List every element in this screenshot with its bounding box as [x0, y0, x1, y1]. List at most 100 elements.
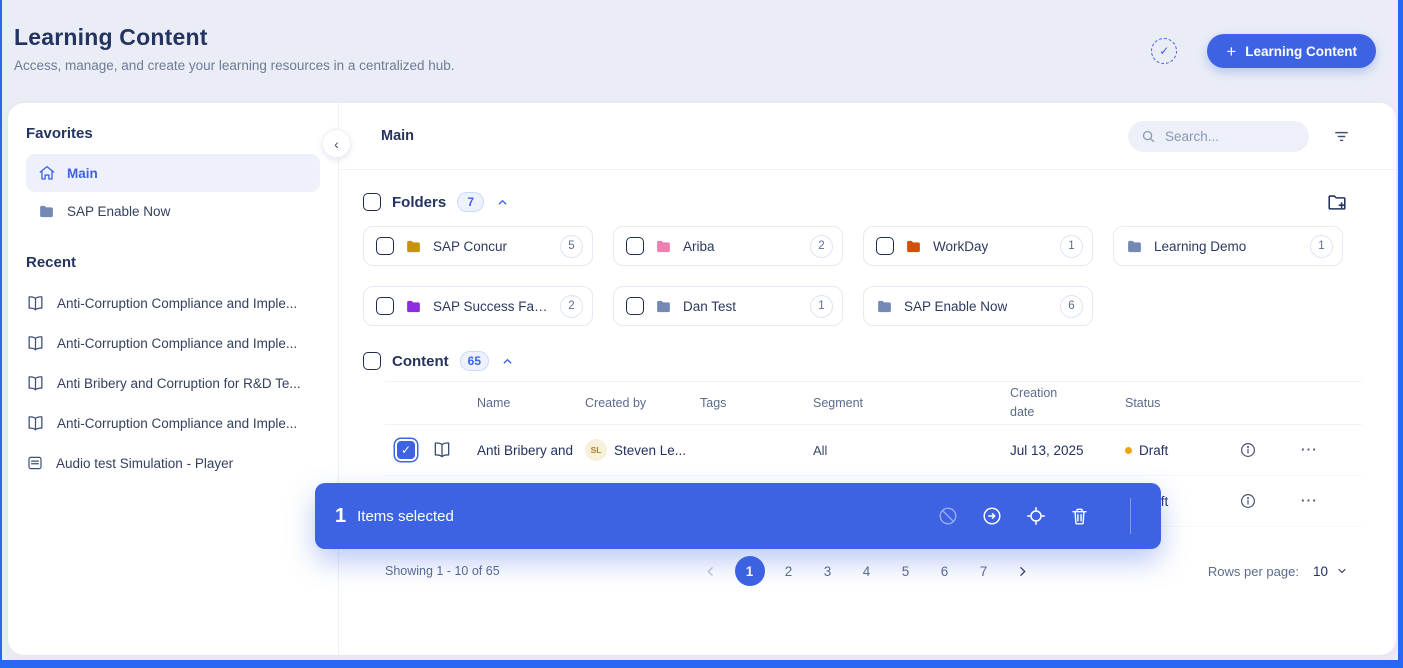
- move-to-icon[interactable]: [981, 505, 1003, 527]
- next-page-icon[interactable]: [1008, 556, 1038, 586]
- chevron-up-icon[interactable]: [502, 356, 513, 367]
- recent-item-label: Anti-Corruption Compliance and Imple...: [57, 335, 298, 351]
- block-icon[interactable]: [937, 505, 959, 527]
- folder-card-ariba[interactable]: Ariba 2: [613, 226, 843, 266]
- recent-item[interactable]: Audio test Simulation - Player: [26, 443, 320, 483]
- row-date: Jul 13, 2025: [1010, 442, 1084, 458]
- folders-title: Folders: [392, 193, 447, 211]
- row-checkbox[interactable]: ✓: [397, 441, 415, 459]
- recent-item-label: Anti-Corruption Compliance and Imple...: [57, 295, 298, 311]
- col-creation-date: Creation date: [1010, 386, 1058, 419]
- search-box[interactable]: [1128, 120, 1309, 152]
- rows-per-page-label: Rows per page:: [1207, 563, 1299, 579]
- page-header-text: Learning Content Access, manage, and cre…: [14, 24, 455, 73]
- sidebar-collapse-button[interactable]: ‹: [322, 129, 351, 158]
- folder-count-badge: 5: [560, 234, 583, 258]
- delete-icon[interactable]: [1069, 506, 1090, 527]
- topbar-right: [1128, 120, 1350, 152]
- page-button-3[interactable]: 3: [823, 563, 832, 579]
- folder-icon: [405, 298, 422, 315]
- sidebar-item-main[interactable]: Main: [26, 154, 320, 192]
- folder-count-badge: 2: [560, 294, 583, 318]
- page-button-7[interactable]: 7: [979, 563, 988, 579]
- folder-checkbox[interactable]: [376, 297, 394, 315]
- rows-per-page-select[interactable]: 10: [1313, 564, 1348, 579]
- page-button-5[interactable]: 5: [901, 563, 910, 579]
- folder-icon: [405, 238, 422, 255]
- recent-item[interactable]: Anti-Corruption Compliance and Imple...: [26, 283, 320, 323]
- more-actions-icon[interactable]: ⋯: [1300, 491, 1318, 510]
- folder-card-sap-success-factors[interactable]: SAP Success Fact... 2: [363, 286, 593, 326]
- selection-toolbar: 1 Items selected: [315, 483, 1161, 549]
- folders-count-badge: 7: [457, 192, 485, 212]
- row-segment: All: [813, 442, 828, 458]
- create-button-label: Learning Content: [1245, 43, 1357, 59]
- sidebar-item-sap-enable-now[interactable]: SAP Enable Now: [26, 192, 320, 230]
- folder-card-dan-test[interactable]: Dan Test 1: [613, 286, 843, 326]
- folder-checkbox[interactable]: [376, 237, 394, 255]
- recent-item-label: Anti Bribery and Corruption for R&D Te..…: [57, 375, 301, 391]
- folder-name: Ariba: [683, 238, 715, 254]
- folder-checkbox[interactable]: [626, 297, 644, 315]
- col-segment: Segment: [813, 396, 864, 410]
- search-input[interactable]: [1165, 128, 1285, 144]
- rows-per-page-value: 10: [1312, 563, 1328, 579]
- filter-icon[interactable]: [1333, 128, 1350, 145]
- col-name: Name: [477, 396, 511, 410]
- sidebar-item-label: SAP Enable Now: [67, 203, 171, 219]
- page-button-6[interactable]: 6: [940, 563, 949, 579]
- target-icon[interactable]: [1025, 505, 1047, 527]
- book-icon: [26, 334, 45, 353]
- page-button-2[interactable]: 2: [784, 563, 793, 579]
- folder-icon: [655, 238, 672, 255]
- more-actions-icon[interactable]: ⋯: [1300, 440, 1318, 459]
- sync-check-icon[interactable]: ✓: [1151, 38, 1178, 64]
- add-folder-icon[interactable]: [1326, 191, 1348, 213]
- col-tags: Tags: [700, 396, 727, 410]
- folder-name: SAP Concur: [433, 238, 508, 254]
- table-row[interactable]: ✓ Anti Bribery and SL Steven Le... All J…: [385, 425, 1362, 476]
- folder-icon: [37, 203, 56, 220]
- pagination: Showing 1 - 10 of 65 1 2 3 4 5 6 7 Rows …: [339, 556, 1396, 586]
- folder-card-sap-concur[interactable]: SAP Concur 5: [363, 226, 593, 266]
- folder-checkbox[interactable]: [876, 237, 894, 255]
- folder-icon: [876, 298, 893, 315]
- favorites-heading: Favorites: [26, 125, 93, 142]
- content-card: Favorites Main SAP Enable Now Recent Ant…: [8, 103, 1396, 655]
- page-subtitle: Access, manage, and create your learning…: [14, 58, 455, 73]
- folders-select-all-checkbox[interactable]: [363, 193, 381, 211]
- folder-name: Learning Demo: [1154, 238, 1247, 254]
- folder-card-sap-enable-now[interactable]: SAP Enable Now 6: [863, 286, 1093, 326]
- content-count-badge: 65: [459, 351, 490, 371]
- folder-card-learning-demo[interactable]: Learning Demo 1: [1113, 226, 1343, 266]
- row-name: Anti Bribery and: [477, 442, 574, 458]
- selected-label: Items selected: [357, 507, 454, 525]
- folder-icon: [655, 298, 672, 315]
- recent-item[interactable]: Anti-Corruption Compliance and Imple...: [26, 403, 320, 443]
- status-dot: [1125, 446, 1132, 454]
- info-icon[interactable]: [1239, 492, 1279, 510]
- page-button-1[interactable]: 1: [734, 556, 765, 586]
- folder-count-badge: 6: [1060, 294, 1083, 318]
- chevron-down-icon: [1336, 565, 1348, 577]
- prev-page-icon[interactable]: [696, 556, 726, 586]
- row-status: Draft: [1125, 443, 1239, 458]
- breadcrumb: Main: [381, 128, 415, 144]
- create-learning-content-button[interactable]: + Learning Content: [1207, 34, 1376, 68]
- creator-name: Steven Le...: [614, 442, 687, 458]
- folder-card-workday[interactable]: WorkDay 1: [863, 226, 1093, 266]
- document-icon: [26, 454, 44, 472]
- recent-item[interactable]: Anti-Corruption Compliance and Imple...: [26, 323, 320, 363]
- recent-item[interactable]: Anti Bribery and Corruption for R&D Te..…: [26, 363, 320, 403]
- page-button-4[interactable]: 4: [862, 563, 871, 579]
- chevron-up-icon[interactable]: [497, 197, 508, 208]
- folder-name: SAP Success Fact...: [433, 298, 549, 314]
- folder-checkbox[interactable]: [626, 237, 644, 255]
- content-section-header: Content 65: [339, 351, 1396, 371]
- folder-count-badge: 1: [1060, 234, 1083, 258]
- content-select-all-checkbox[interactable]: [363, 352, 381, 370]
- content-title: Content: [392, 352, 449, 370]
- info-icon[interactable]: [1239, 441, 1279, 459]
- plus-icon: +: [1226, 41, 1237, 61]
- recent-item-label: Audio test Simulation - Player: [56, 455, 234, 471]
